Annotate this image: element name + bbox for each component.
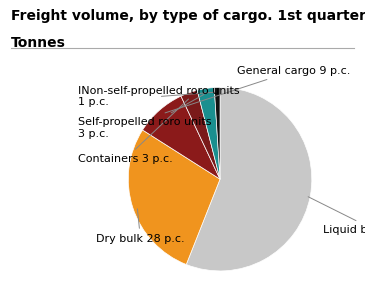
- Wedge shape: [181, 90, 220, 179]
- Text: Liquid bulk 56 p.c.: Liquid bulk 56 p.c.: [308, 197, 365, 235]
- Text: Self-propelled roro units
3 p.c.: Self-propelled roro units 3 p.c.: [78, 95, 211, 138]
- Text: General cargo 9 p.c.: General cargo 9 p.c.: [165, 66, 350, 113]
- Wedge shape: [186, 87, 312, 271]
- Text: Dry bulk 28 p.c.: Dry bulk 28 p.c.: [96, 209, 185, 244]
- Text: INon-self-propelled roro units
1 p.c.: INon-self-propelled roro units 1 p.c.: [78, 86, 239, 107]
- Wedge shape: [128, 130, 220, 265]
- Text: Freight volume, by type of cargo. 1st quarter 2006.: Freight volume, by type of cargo. 1st qu…: [11, 9, 365, 23]
- Text: Containers 3 p.c.: Containers 3 p.c.: [78, 99, 188, 164]
- Wedge shape: [197, 88, 220, 179]
- Wedge shape: [214, 87, 220, 179]
- Wedge shape: [143, 96, 220, 179]
- Text: Tonnes: Tonnes: [11, 36, 66, 50]
